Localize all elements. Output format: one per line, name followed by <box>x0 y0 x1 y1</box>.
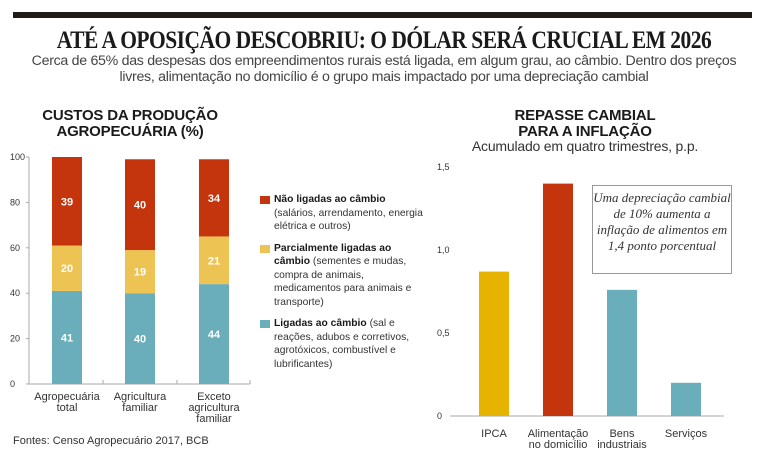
legend-description: (sementes e mudas, compra de animais, me… <box>274 256 412 308</box>
chart1-bar-segment <box>199 284 229 384</box>
source-note: Fontes: Censo Agropecuário 2017, BCB <box>13 435 209 447</box>
chart2-category-label: IPCA <box>481 428 507 440</box>
chart1-bar-segment <box>125 159 155 251</box>
chart1-y-tick-label: 20 <box>10 334 20 344</box>
chart1-category-label: total <box>57 402 78 414</box>
legend-item: Parcialmente ligadas ao câmbio (sementes… <box>260 242 430 310</box>
chart1-bar-segment <box>125 293 155 384</box>
chart1-segment-label: 40 <box>134 200 146 212</box>
chart1-bar-segment <box>52 290 82 384</box>
legend-description: (sal e reações, adubos e corretivos, agr… <box>274 318 410 370</box>
chart1-segment-label: 44 <box>208 329 221 341</box>
chart1-category-label: familiar <box>122 402 158 414</box>
chart1-bar-segment <box>199 236 229 285</box>
chart1-bar-segment <box>52 157 82 246</box>
chart2-y-tick-label: 1,0 <box>437 245 450 255</box>
chart1-segment-label: 40 <box>134 334 146 346</box>
chart1-segment-label: 34 <box>208 193 221 205</box>
legend-swatch <box>260 244 270 253</box>
chart2-y-tick-label: 0 <box>437 411 442 421</box>
chart1-y-tick-label: 0 <box>10 379 15 389</box>
chart1-legend: Não ligadas ao câmbio (salários, arrenda… <box>260 193 430 379</box>
chart1-y-tick-label: 60 <box>10 243 20 253</box>
chart1-category-label: Agropecuária <box>34 391 100 403</box>
chart1-y-tick-label: 100 <box>10 152 25 162</box>
chart1-category-label: familiar <box>196 413 232 425</box>
chart1-title: CUSTOS DA PRODUÇÃO AGROPECUÁRIA (%) <box>42 107 218 140</box>
legend-description: (salários, arrendamento, energia elétric… <box>274 207 423 233</box>
legend-title: Ligadas ao câmbio <box>274 318 370 329</box>
chart2-subtitle: Acumulado em quatro trimestres, p.p. <box>471 138 699 154</box>
legend-title: Não ligadas ao câmbio <box>274 194 386 205</box>
chart1-segment-label: 41 <box>61 332 73 344</box>
chart1-bar-segment <box>125 250 155 294</box>
chart1-segment-label: 19 <box>134 267 146 279</box>
legend-title: Parcialmente ligadas ao câmbio <box>274 242 392 268</box>
legend-swatch <box>260 320 270 328</box>
annotation-box: Uma depreciação cambial de 10% aumenta a… <box>592 185 732 274</box>
page-title: ATÉ A OPOSIÇÃO DESCOBRIU: O DÓLAR SERÁ C… <box>56 27 712 54</box>
chart1-y-tick-label: 40 <box>10 288 20 298</box>
chart2-category-label: industriais <box>597 439 647 451</box>
chart2-bar <box>607 289 637 416</box>
chart2-bar <box>543 183 573 416</box>
chart2-category-label: no domicílio <box>529 439 588 451</box>
chart2-category-label: Bens <box>609 428 635 440</box>
legend-item: Ligadas ao câmbio (sal e reações, adubos… <box>260 317 430 371</box>
chart1-category-label: Exceto <box>197 391 231 403</box>
chart2-category-label: Serviços <box>665 428 708 440</box>
chart2-bar <box>479 271 509 416</box>
chart1-segment-label: 20 <box>61 263 73 275</box>
top-rule <box>13 12 752 18</box>
page-subtitle: Cerca de 65% das despesas dos empreendim… <box>31 53 737 85</box>
chart1-category-label: Agricultura <box>114 391 167 403</box>
chart1-segment-label: 39 <box>61 196 73 208</box>
chart1-bar-segment <box>199 159 229 237</box>
chart2-y-tick-label: 0,5 <box>437 328 450 338</box>
chart1-segment-label: 21 <box>208 255 220 267</box>
chart2-y-tick-label: 1,5 <box>437 162 450 172</box>
chart1-category-label: agricultura <box>188 402 240 414</box>
chart2-category-label: Alimentação <box>528 428 589 440</box>
legend-item: Não ligadas ao câmbio (salários, arrenda… <box>260 193 430 234</box>
chart2-title: REPASSE CAMBIAL PARA A INFLAÇÃO <box>514 107 656 140</box>
chart1-bar-segment <box>52 245 82 291</box>
chart2-bar <box>671 382 701 416</box>
chart1-y-tick-label: 80 <box>10 197 20 207</box>
legend-swatch <box>260 196 270 204</box>
